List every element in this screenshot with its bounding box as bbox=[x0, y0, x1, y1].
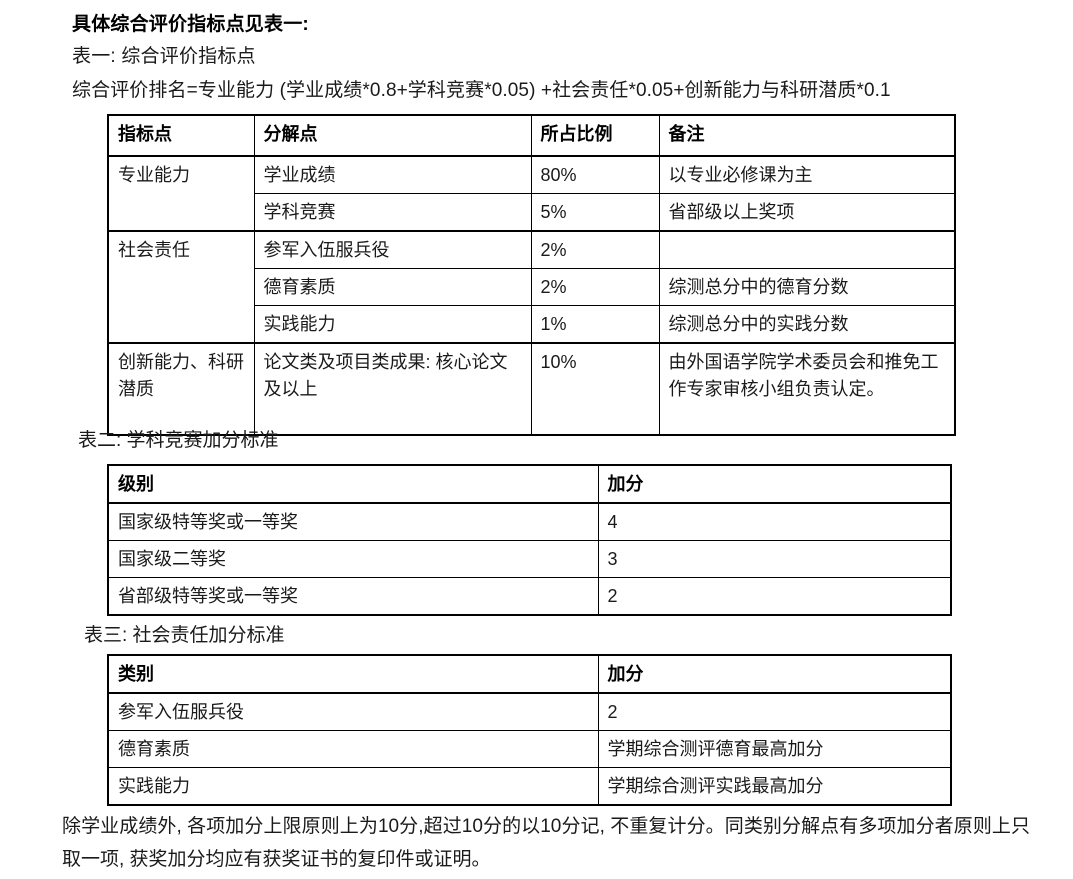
column-header-subitem: 分解点 bbox=[253, 114, 532, 157]
intro-text-block: 具体综合评价指标点见表一: 表一: 综合评价指标点 综合评价排名=专业能力 (学… bbox=[0, 10, 1073, 108]
points-cell: 2 bbox=[597, 577, 952, 616]
subitem-cell: 论文类及项目类成果: 核心论文及以上 bbox=[253, 342, 532, 436]
column-header-category: 类别 bbox=[107, 654, 599, 694]
table-row: 参军入伍服兵役 2 bbox=[107, 692, 952, 731]
ratio-cell: 2% bbox=[530, 230, 660, 269]
note-cell: 以专业必修课为主 bbox=[658, 155, 956, 194]
category-cell: 德育素质 bbox=[107, 730, 599, 768]
ratio-cell: 10% bbox=[530, 342, 660, 436]
category-cell: 参军入伍服兵役 bbox=[107, 692, 599, 731]
points-cell: 4 bbox=[597, 502, 952, 541]
table3-caption-block: 表三: 社会责任加分标准 bbox=[0, 622, 1073, 650]
table-header-row: 级别 加分 bbox=[107, 464, 952, 504]
table-row: 创新能力、科研潜质 论文类及项目类成果: 核心论文及以上 10% 由外国语学院学… bbox=[107, 342, 956, 436]
table-row: 实践能力 学期综合测评实践最高加分 bbox=[107, 767, 952, 806]
ratio-cell: 5% bbox=[530, 193, 660, 232]
level-cell: 国家级特等奖或一等奖 bbox=[107, 502, 599, 541]
indicator-cell: 创新能力、科研潜质 bbox=[107, 342, 255, 436]
discipline-competition-bonus-table: 级别 加分 国家级特等奖或一等奖 4 国家级二等奖 3 省部级特等奖或一等奖 2 bbox=[107, 464, 952, 616]
table-row: 学科竞赛 5% 省部级以上奖项 bbox=[108, 193, 956, 232]
points-cell: 3 bbox=[597, 540, 952, 578]
subitem-cell: 学业成绩 bbox=[253, 155, 532, 194]
closing-paragraph-block: 除学业成绩外, 各项加分上限原则上为10分,超过10分的以10分记, 不重复计分… bbox=[0, 810, 1073, 876]
category-cell: 实践能力 bbox=[107, 767, 599, 806]
ratio-cell: 1% bbox=[530, 305, 660, 344]
subitem-cell: 德育素质 bbox=[253, 268, 532, 306]
table-row: 德育素质 学期综合测评德育最高加分 bbox=[107, 730, 952, 768]
table-row: 社会责任 参军入伍服兵役 2% bbox=[107, 230, 956, 344]
table-header-row: 类别 加分 bbox=[107, 654, 952, 694]
table-row: 实践能力 1% 综测总分中的实践分数 bbox=[108, 305, 956, 344]
indicator-cell: 专业能力 bbox=[107, 155, 255, 232]
evaluation-formula: 综合评价排名=专业能力 (学业成绩*0.8+学科竞赛*0.05) +社会责任*0… bbox=[72, 80, 891, 101]
closing-paragraph: 除学业成绩外, 各项加分上限原则上为10分,超过10分的以10分记, 不重复计分… bbox=[62, 816, 1030, 870]
indicator-cell: 社会责任 bbox=[107, 230, 255, 344]
column-header-points: 加分 bbox=[597, 464, 952, 504]
subitem-cell: 实践能力 bbox=[253, 305, 532, 344]
table2-caption: 表二: 学科竞赛加分标准 bbox=[78, 430, 279, 451]
table-header-row: 指标点 分解点 所占比例 备注 bbox=[107, 114, 956, 157]
points-cell: 2 bbox=[597, 692, 952, 731]
column-header-note: 备注 bbox=[658, 114, 956, 157]
table-row: 省部级特等奖或一等奖 2 bbox=[107, 577, 952, 616]
table1-caption: 表一: 综合评价指标点 bbox=[72, 46, 256, 67]
level-cell: 国家级二等奖 bbox=[107, 540, 599, 578]
note-cell: 综测总分中的实践分数 bbox=[658, 305, 956, 344]
page-title: 具体综合评价指标点见表一: bbox=[72, 14, 309, 35]
table-row: 德育素质 2% 综测总分中的德育分数 bbox=[108, 268, 956, 306]
column-header-points: 加分 bbox=[597, 654, 952, 694]
column-header-level: 级别 bbox=[107, 464, 599, 504]
note-cell: 由外国语学院学术委员会和推免工作专家审核小组负责认定。 bbox=[658, 342, 956, 436]
ratio-cell: 2% bbox=[530, 268, 660, 306]
comprehensive-evaluation-indicator-table: 指标点 分解点 所占比例 备注 专业能力 学业成绩 80% 以专业必修课为主 学… bbox=[107, 114, 956, 436]
points-cell: 学期综合测评实践最高加分 bbox=[597, 767, 952, 806]
subitem-cell: 参军入伍服兵役 bbox=[253, 230, 532, 269]
table3-caption: 表三: 社会责任加分标准 bbox=[84, 625, 285, 646]
table-row: 专业能力 学业成绩 80% 以专业必修课为主 bbox=[107, 155, 956, 232]
column-header-ratio: 所占比例 bbox=[530, 114, 660, 157]
column-header-indicator: 指标点 bbox=[107, 114, 255, 157]
ratio-cell: 80% bbox=[530, 155, 660, 194]
social-responsibility-bonus-table: 类别 加分 参军入伍服兵役 2 德育素质 学期综合测评德育最高加分 实践能力 学… bbox=[107, 654, 952, 806]
table-row: 国家级二等奖 3 bbox=[107, 540, 952, 578]
note-cell: 省部级以上奖项 bbox=[658, 193, 956, 232]
table2-caption-block: 表二: 学科竞赛加分标准 bbox=[0, 427, 1073, 455]
points-cell: 学期综合测评德育最高加分 bbox=[597, 730, 952, 768]
note-cell bbox=[658, 230, 956, 269]
level-cell: 省部级特等奖或一等奖 bbox=[107, 577, 599, 616]
note-cell: 综测总分中的德育分数 bbox=[658, 268, 956, 306]
subitem-cell: 学科竞赛 bbox=[253, 193, 532, 232]
table-row: 国家级特等奖或一等奖 4 bbox=[107, 502, 952, 541]
